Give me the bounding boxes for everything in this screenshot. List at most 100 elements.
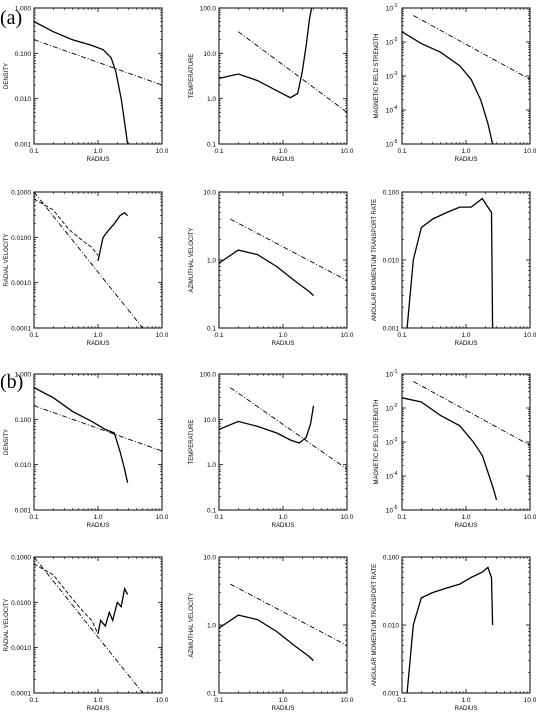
charts-container: 0.1 1.0 10.0 0.001 0.010 0.100 1.000 RADIUS DENS… — [4, 3, 537, 712]
y-axis-label: RADIAL VELOCITY — [4, 599, 10, 652]
series-line-solid — [219, 249, 314, 297]
series-line-solid — [406, 197, 494, 328]
series-line-solid — [97, 586, 129, 635]
x-axis-label: RADIUS — [455, 706, 478, 712]
x-tick-label: 10.0 — [156, 514, 169, 521]
x-tick-label: 10.0 — [156, 148, 169, 155]
plot-frame — [33, 7, 163, 145]
y-tick-label: 10 — [386, 406, 394, 413]
series-line-solid — [219, 405, 315, 444]
panel-label-b: (b) — [0, 371, 23, 393]
y-tick-label: 100.0 — [200, 6, 217, 13]
chart-a-1: 0.1 1.0 10.0 0.001 0.010 0.100 1.000 RADIUS DENS… — [4, 6, 169, 164]
x-tick-label: 0.1 — [397, 148, 406, 155]
y-tick-label: 0.1000 — [11, 555, 31, 562]
series-line-dashdot — [238, 31, 347, 113]
plot-frame — [401, 556, 531, 694]
x-tick-label: 10.0 — [524, 148, 537, 155]
x-tick-label: 10.0 — [341, 697, 354, 704]
y-tick-exponent: -3 — [393, 437, 398, 443]
y-axis-label: MAGNETIC FIELD STRENGTH — [374, 33, 380, 118]
plot-frame — [401, 191, 531, 329]
series-line-dashed — [34, 198, 99, 256]
x-tick-label: 0.1 — [397, 697, 406, 704]
x-tick-label: 0.1 — [214, 514, 223, 521]
plot-frame — [218, 7, 348, 145]
x-tick-label: 0.1 — [397, 332, 406, 339]
y-tick-label: 10 — [386, 440, 394, 447]
y-tick-label: 0.100 — [383, 190, 400, 197]
y-tick-label: 10 — [386, 142, 394, 149]
y-tick-exponent: -5 — [393, 139, 398, 145]
chart-b-1: 0.1 1.0 10.0 0.001 0.010 0.100 1.000 RADIUS DENS… — [4, 372, 169, 530]
y-tick-label: 0.010 — [15, 96, 32, 103]
y-axis-label: DENSITY — [4, 63, 10, 89]
y-tick-label: 0.0001 — [11, 326, 31, 333]
x-tick-label: 10.0 — [524, 697, 537, 704]
x-tick-label: 1.0 — [461, 514, 470, 521]
plot-frame — [218, 556, 348, 694]
plot-frame — [33, 373, 163, 511]
x-tick-label: 0.1 — [29, 332, 38, 339]
x-tick-label: 0.1 — [29, 148, 38, 155]
x-tick-label: 1.0 — [278, 697, 287, 704]
series-line-dashdot — [413, 381, 530, 446]
x-tick-label: 0.1 — [397, 514, 406, 521]
y-tick-label: 0.001 — [383, 326, 400, 333]
y-tick-label: 10 — [386, 372, 394, 379]
y-tick-label: 10.0 — [203, 190, 216, 197]
y-tick-label: 1.000 — [15, 372, 32, 379]
y-tick-label: 100.0 — [200, 372, 217, 379]
series-line-dashdot — [34, 192, 144, 328]
y-tick-label: 0.0010 — [11, 645, 31, 652]
y-tick-exponent: -2 — [393, 37, 398, 43]
y-axis-label: ANGULAR MOMENTUM TRANSPORT RATE — [372, 564, 378, 686]
y-tick-label: 1.0 — [207, 96, 216, 103]
panel-label-a: (a) — [0, 7, 22, 29]
x-tick-label: 10.0 — [156, 697, 169, 704]
y-axis-label: TEMPERATURE — [189, 420, 195, 465]
series-line-dashdot — [230, 583, 347, 646]
plot-frame — [401, 373, 531, 511]
x-axis-label: RADIUS — [87, 341, 110, 347]
y-tick-exponent: -4 — [393, 471, 398, 477]
y-tick-label: 0.0010 — [11, 280, 31, 287]
chart-b-4: 0.1 1.0 10.0 0.0001 0.0010 0.0100 0.1000 RADIUS… — [4, 555, 169, 713]
y-tick-label: 0.1 — [207, 508, 216, 515]
y-tick-label: 0.100 — [15, 51, 32, 58]
x-tick-label: 10.0 — [524, 514, 537, 521]
y-tick-label: 10 — [386, 40, 394, 47]
series-line-solid — [34, 21, 129, 144]
x-tick-label: 10.0 — [341, 332, 354, 339]
x-tick-label: 10.0 — [341, 514, 354, 521]
chart-a-2: 0.1 1.0 10.0 0.1 1.0 10.0 100.0 RADIUS TEMPERATU… — [189, 6, 354, 164]
x-tick-label: 1.0 — [93, 148, 102, 155]
y-tick-label: 0.001 — [15, 508, 32, 515]
chart-b-5: 0.1 1.0 10.0 0.1 1.0 10.0 RADIUS AZIMUTHAL VELO… — [189, 555, 354, 713]
y-axis-label: ANGULAR MOMENTUM TRANSPORT RATE — [372, 199, 378, 321]
y-tick-label: 0.010 — [15, 462, 32, 469]
x-axis-label: RADIUS — [87, 706, 110, 712]
x-tick-label: 0.1 — [214, 332, 223, 339]
x-tick-label: 1.0 — [93, 332, 102, 339]
y-tick-label: 10 — [386, 74, 394, 81]
y-tick-label: 1.0 — [207, 462, 216, 469]
y-axis-label: MAGNETIC FIELD STRENGTH — [374, 399, 380, 484]
y-tick-label: 0.1 — [207, 326, 216, 333]
x-tick-label: 1.0 — [461, 148, 470, 155]
y-tick-label: 0.010 — [383, 258, 400, 265]
chart-a-5: 0.1 1.0 10.0 0.1 1.0 10.0 RADIUS AZIMUTHAL VELO… — [189, 190, 354, 348]
y-tick-exponent: -1 — [393, 369, 398, 375]
chart-b-3: 0.1 1.0 10.010-510-410-310-210 -1RADIUSMAGN… — [374, 369, 537, 529]
x-axis-label: RADIUS — [455, 157, 478, 163]
x-tick-label: 1.0 — [278, 148, 287, 155]
x-axis-label: RADIUS — [455, 341, 478, 347]
x-tick-label: 0.1 — [214, 697, 223, 704]
y-axis-label: AZIMUTHAL VELOCITY — [189, 227, 195, 292]
x-axis-label: RADIUS — [272, 157, 295, 163]
series-line-solid — [406, 566, 494, 693]
y-tick-label: 10 — [386, 474, 394, 481]
y-tick-exponent: -5 — [393, 505, 398, 511]
y-tick-exponent: -1 — [393, 3, 398, 9]
